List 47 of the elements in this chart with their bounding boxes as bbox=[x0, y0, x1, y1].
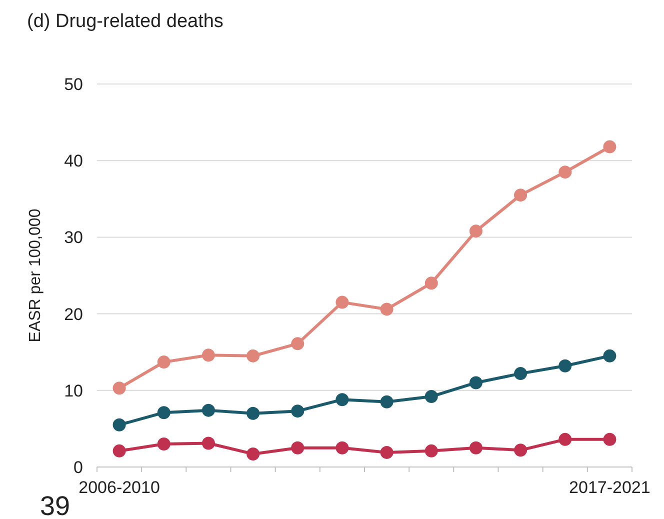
point bbox=[603, 349, 616, 362]
y-tick-label: 40 bbox=[64, 152, 83, 171]
text: 39 bbox=[40, 491, 70, 519]
point bbox=[558, 166, 572, 179]
point bbox=[380, 395, 394, 408]
point bbox=[424, 390, 438, 404]
point bbox=[246, 349, 260, 362]
point bbox=[514, 444, 528, 457]
point bbox=[424, 444, 438, 458]
point bbox=[291, 337, 304, 350]
point bbox=[202, 348, 215, 362]
x-tick-label: 2006-2010 bbox=[78, 478, 160, 497]
point bbox=[603, 432, 616, 446]
point bbox=[558, 359, 572, 372]
point bbox=[112, 382, 126, 395]
point bbox=[157, 356, 170, 369]
point bbox=[514, 367, 528, 380]
point bbox=[112, 418, 126, 432]
y-tick-label: 0 bbox=[74, 458, 83, 477]
point bbox=[469, 224, 482, 238]
point bbox=[291, 404, 304, 418]
y-tick-label: 10 bbox=[64, 381, 83, 400]
point bbox=[336, 393, 349, 406]
y-tick-label: 30 bbox=[64, 228, 83, 248]
point bbox=[469, 441, 482, 454]
point bbox=[380, 302, 394, 316]
y-axis-title: EASR per 100,000 bbox=[27, 208, 44, 342]
point bbox=[558, 432, 572, 446]
point bbox=[157, 406, 170, 420]
point bbox=[202, 436, 215, 450]
point bbox=[202, 404, 215, 417]
y-tick-label: 50 bbox=[64, 74, 83, 94]
point bbox=[603, 140, 616, 154]
point bbox=[424, 276, 438, 290]
point bbox=[246, 447, 260, 460]
point bbox=[514, 188, 528, 202]
x-tick-label: 2017-2021 bbox=[569, 478, 650, 497]
point bbox=[380, 446, 394, 459]
point bbox=[336, 296, 349, 309]
chart-title: (d) Drug-related deaths bbox=[27, 11, 224, 32]
point bbox=[469, 376, 482, 390]
point bbox=[157, 438, 170, 451]
y-tick-label: 20 bbox=[64, 304, 83, 324]
point bbox=[336, 441, 349, 454]
point bbox=[112, 444, 126, 458]
point bbox=[246, 406, 260, 420]
point bbox=[291, 441, 304, 454]
